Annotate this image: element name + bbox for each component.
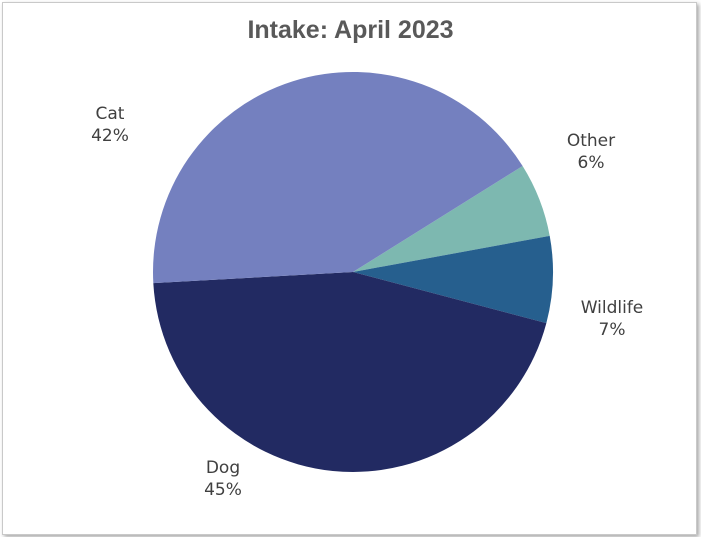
slice-label-cat-percent: 42% (91, 126, 129, 146)
slice-label-cat-name: Cat (95, 104, 125, 124)
slice-label-other-name: Other (566, 131, 616, 151)
slice-label-other: Other 6% (556, 130, 626, 174)
pie-slice-other (353, 166, 550, 272)
slice-label-wildlife-percent: 7% (598, 320, 626, 340)
chart-title: Intake: April 2023 (247, 16, 454, 44)
slice-label-dog-name: Dog (205, 458, 241, 478)
slice-label-dog-percent: 45% (204, 480, 242, 500)
slice-label-dog: Dog 45% (193, 457, 253, 501)
pie-slice-dog (153, 272, 547, 472)
pie-slice-cat (152, 72, 523, 284)
slice-label-wildlife: Wildlife 7% (567, 297, 657, 341)
slice-label-other-percent: 6% (577, 153, 605, 173)
pie-slice-wildlife (353, 235, 553, 324)
slice-label-cat: Cat 42% (82, 103, 138, 147)
pie-slices (152, 72, 553, 472)
slice-label-wildlife-name: Wildlife (580, 298, 644, 318)
